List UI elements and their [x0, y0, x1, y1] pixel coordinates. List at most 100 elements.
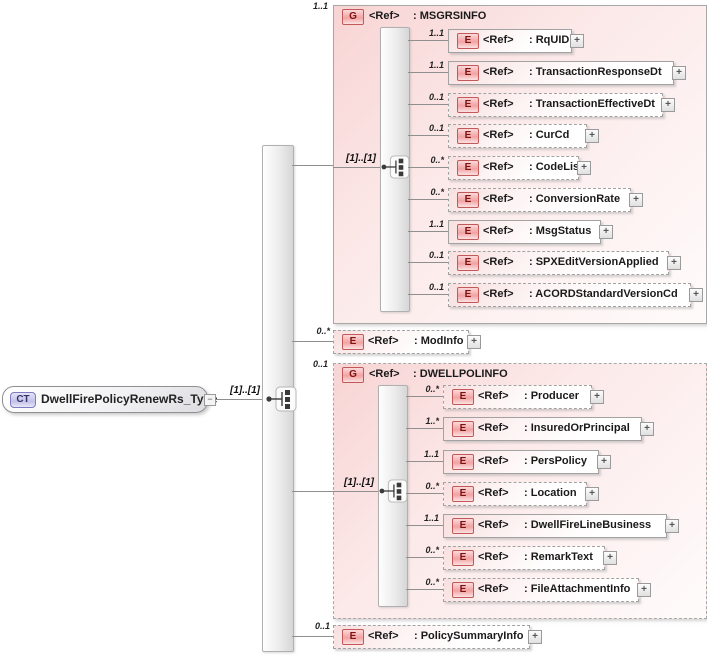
element-ref: <Ref> [368, 630, 399, 642]
element-ref: <Ref> [483, 225, 514, 237]
expand-icon[interactable]: + [603, 551, 617, 565]
root-complextype-node[interactable]: CT DwellFirePolicyRenewRs_Type [2, 386, 218, 413]
element-modinfo[interactable]: E <Ref> : ModInfo [333, 330, 469, 354]
element-rquid[interactable]: E <Ref> : RqUID [448, 29, 572, 53]
element-badge-icon: E [452, 582, 474, 598]
element-name: : PersPolicy [524, 455, 587, 467]
element-fileattachmentinfo[interactable]: E <Ref> : FileAttachmentInfo [443, 578, 639, 602]
element-badge-icon: E [452, 421, 474, 437]
expand-icon[interactable]: + [577, 161, 591, 175]
connector-dwellpolinfo [292, 491, 333, 492]
element-badge-icon: E [457, 224, 479, 240]
complextype-badge-icon: CT [10, 392, 36, 408]
element-name: : DwellFireLineBusiness [524, 519, 652, 531]
expand-glyph: + [641, 584, 647, 595]
expand-glyph: + [676, 67, 682, 78]
cardinality-remarktext: 0..* [425, 545, 439, 555]
connector-dwellfirelinebusiness [406, 525, 443, 526]
cardinality-location: 0..* [425, 481, 439, 491]
collapse-icon[interactable]: − [204, 394, 216, 406]
element-dwellfirelinebusiness[interactable]: E <Ref> : DwellFireLineBusiness [443, 514, 667, 538]
element-perspolicy[interactable]: E <Ref> : PersPolicy [443, 450, 599, 474]
expand-icon[interactable]: + [672, 66, 686, 80]
cardinality-codelist: 0..* [430, 155, 444, 165]
expand-glyph: + [589, 130, 595, 141]
cardinality-msgstatus: 1..1 [428, 219, 444, 229]
connector-acordstandardversioncd [408, 294, 448, 295]
expand-icon[interactable]: + [570, 34, 584, 48]
element-name: : ACORDStandardVersionCd [529, 288, 678, 300]
element-msgstatus[interactable]: E <Ref> : MsgStatus [448, 220, 601, 244]
cardinality-dwellfirelinebusiness: 1..1 [423, 513, 439, 523]
expand-icon[interactable]: + [661, 98, 675, 112]
expand-icon[interactable]: + [597, 455, 611, 469]
group-ref: <Ref> [369, 10, 400, 22]
element-transactionresponsedt[interactable]: E <Ref> : TransactionResponseDt [448, 61, 674, 85]
expand-icon[interactable]: + [599, 225, 613, 239]
expand-icon[interactable]: + [629, 193, 643, 207]
msgrsinfo-model-cardinality: [1]..[1] [346, 153, 376, 164]
element-ref: <Ref> [483, 256, 514, 268]
expand-glyph: + [574, 35, 580, 46]
element-curcd[interactable]: E <Ref> : CurCd [448, 124, 587, 148]
cardinality-acordstandardversioncd: 0..1 [428, 282, 444, 292]
expand-icon[interactable]: + [585, 129, 599, 143]
expand-icon[interactable]: + [640, 422, 654, 436]
element-conversionrate[interactable]: E <Ref> : ConversionRate [448, 188, 631, 212]
element-ref: <Ref> [483, 161, 514, 173]
element-ref: <Ref> [478, 455, 509, 467]
element-name: : CodeList [529, 161, 583, 173]
element-ref: <Ref> [483, 129, 514, 141]
element-producer[interactable]: E <Ref> : Producer [443, 385, 592, 409]
element-policysummaryinfo[interactable]: E <Ref> : PolicySummaryInfo [333, 625, 530, 649]
group-header-msgrsinfo: G <Ref> : MSGRSINFO [333, 5, 705, 29]
expand-glyph: + [671, 257, 677, 268]
element-badge-icon: E [452, 389, 474, 405]
expand-icon[interactable]: + [590, 390, 604, 404]
element-name: : ConversionRate [529, 193, 621, 205]
expand-icon[interactable]: + [637, 583, 651, 597]
element-location[interactable]: E <Ref> : Location [443, 482, 587, 506]
element-name: : CurCd [529, 129, 570, 141]
expand-icon[interactable]: + [585, 487, 599, 501]
element-name: : TransactionResponseDt [529, 66, 662, 78]
cardinality-insuredorprincipal: 1..* [425, 416, 439, 426]
expand-icon[interactable]: + [665, 519, 679, 533]
group-badge-icon: G [342, 9, 364, 25]
connector-dwellpolinfo-model [333, 491, 378, 492]
connector-policysummaryinfo [292, 636, 333, 637]
cardinality-producer: 0..* [425, 384, 439, 394]
connector-producer [406, 396, 443, 397]
element-badge-icon: E [457, 128, 479, 144]
element-name: : TransactionEffectiveDt [529, 98, 655, 110]
connector-modinfo [292, 341, 333, 342]
element-ref: <Ref> [478, 519, 509, 531]
cardinality-policysummaryinfo: 0..1 [314, 621, 330, 631]
element-ref: <Ref> [483, 288, 514, 300]
element-acordstandardversioncd[interactable]: E <Ref> : ACORDStandardVersionCd [448, 283, 691, 307]
cardinality-rquid: 1..1 [428, 28, 444, 38]
expand-icon[interactable]: + [667, 256, 681, 270]
element-insuredorprincipal[interactable]: E <Ref> : InsuredOrPrincipal [443, 417, 642, 441]
group-ref: <Ref> [369, 368, 400, 380]
expand-glyph: + [693, 289, 699, 300]
element-badge-icon: E [457, 97, 479, 113]
expand-glyph: + [594, 391, 600, 402]
expand-icon[interactable]: + [689, 288, 703, 302]
element-ref: <Ref> [478, 583, 509, 595]
element-badge-icon: E [457, 65, 479, 81]
element-codelist[interactable]: E <Ref> : CodeList [448, 156, 583, 180]
connector-remarktext [406, 557, 443, 558]
element-transactioneffectivedt[interactable]: E <Ref> : TransactionEffectiveDt [448, 93, 663, 117]
root-title: DwellFirePolicyRenewRs_Type [41, 392, 218, 406]
connector-transactionresponsedt [408, 72, 448, 73]
expand-glyph: + [644, 423, 650, 434]
element-remarktext[interactable]: E <Ref> : RemarkText [443, 546, 605, 570]
expand-glyph: + [603, 226, 609, 237]
element-spxeditversionapplied[interactable]: E <Ref> : SPXEditVersionApplied [448, 251, 669, 275]
expand-icon[interactable]: + [528, 630, 542, 644]
expand-icon[interactable]: + [467, 335, 481, 349]
cardinality-msgrsinfo: 1..1 [312, 1, 328, 11]
element-badge-icon: E [452, 550, 474, 566]
